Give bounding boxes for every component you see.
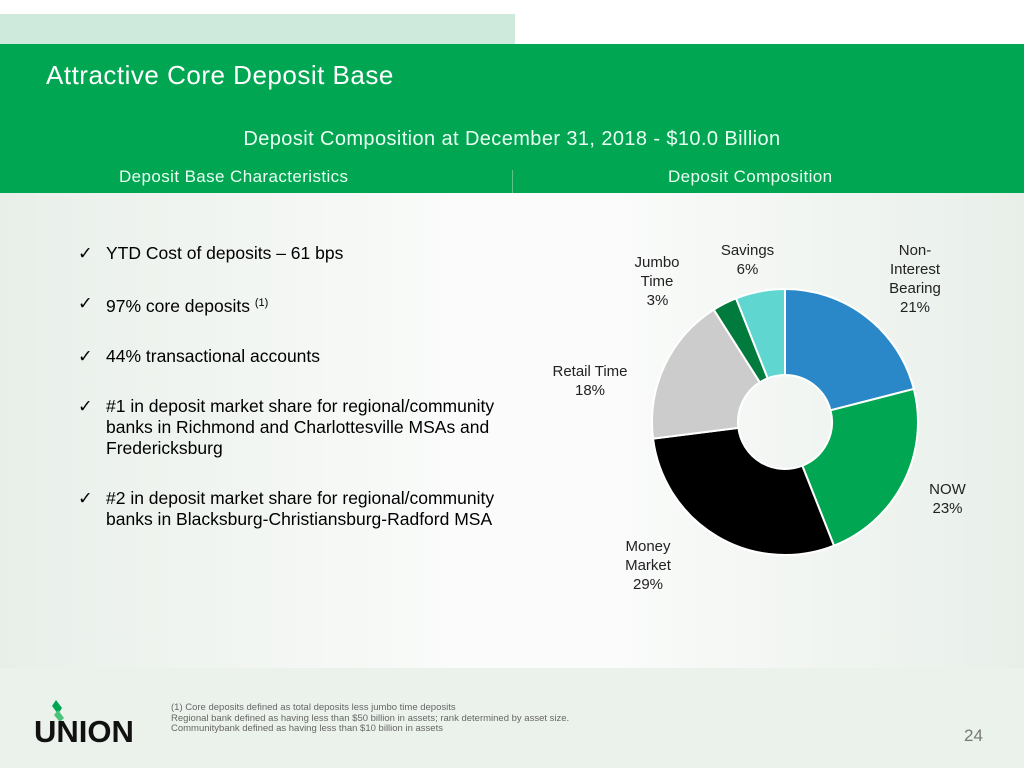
svg-text:UNION: UNION	[34, 714, 134, 744]
left-section-heading: Deposit Base Characteristics	[119, 167, 349, 186]
footnotes: (1) Core deposits defined as total depos…	[171, 702, 570, 735]
slice-label-jumbo-time: Jumbo Time 3%	[634, 254, 680, 309]
bullet-item: ✓ 97% core deposits (1)	[78, 293, 518, 317]
footnote-2: Regional bank defined as having less tha…	[171, 712, 570, 724]
page-number: 24	[964, 726, 983, 745]
slice-label-non-interest: Non-Interest Bearing 21%	[889, 242, 941, 316]
bullet-text: YTD Cost of deposits – 61 bps	[106, 243, 344, 263]
footnote-ref: (1)	[254, 297, 269, 309]
union-logo: UNION	[34, 698, 144, 749]
pie-slice-non-interest-bearing	[784, 287, 916, 412]
checkmark-icon: ✓	[78, 293, 93, 313]
page-subtitle: Deposit Composition at December 31, 2018…	[243, 128, 781, 150]
slice-label-retail-time: Retail Time 18%	[552, 363, 628, 399]
pie-slice-money-market	[651, 426, 836, 556]
pie-slice-retail-time	[651, 308, 762, 440]
pie-slice-now	[801, 387, 919, 547]
checkmark-icon: ✓	[78, 488, 93, 508]
footer-area	[0, 668, 1024, 768]
page-title: Attractive Core Deposit Base	[46, 60, 394, 90]
bullet-item: ✓ #2 in deposit market share for regional…	[78, 488, 498, 530]
pie-slice-savings	[734, 287, 786, 380]
bullet-text: 97% core deposits	[106, 296, 250, 316]
bullet-text: #2 in deposit market share for regional/…	[106, 488, 495, 529]
bullet-item: ✓ #1 in deposit market share for regional…	[78, 396, 518, 459]
bullet-item: ✓ YTD Cost of deposits – 61 bps	[78, 243, 518, 264]
right-section-heading: Deposit Composition	[668, 167, 833, 186]
header-band	[0, 44, 1024, 193]
bullet-text: 44% transactional accounts	[106, 346, 321, 366]
bullet-item: ✓ 44% transactional accounts	[78, 346, 518, 367]
bullet-text: #1 in deposit market share for regional/…	[106, 396, 495, 458]
footnote-3: Communitybank defined as having less tha…	[171, 723, 443, 734]
slice-label-money-market: Money Market 29%	[625, 538, 671, 593]
slice-label-savings: Savings 6%	[720, 242, 775, 278]
footnote-1: (1) Core deposits defined as total depos…	[171, 702, 456, 713]
heading-divider	[512, 170, 513, 193]
header-tab-accent	[0, 14, 515, 44]
checkmark-icon: ✓	[78, 243, 93, 263]
checkmark-icon: ✓	[78, 346, 93, 366]
bullet-list: ✓ YTD Cost of deposits – 61 bps ✓ 97% core…	[78, 243, 518, 559]
slice-label-now: NOW 23%	[929, 481, 966, 517]
checkmark-icon: ✓	[78, 396, 93, 416]
